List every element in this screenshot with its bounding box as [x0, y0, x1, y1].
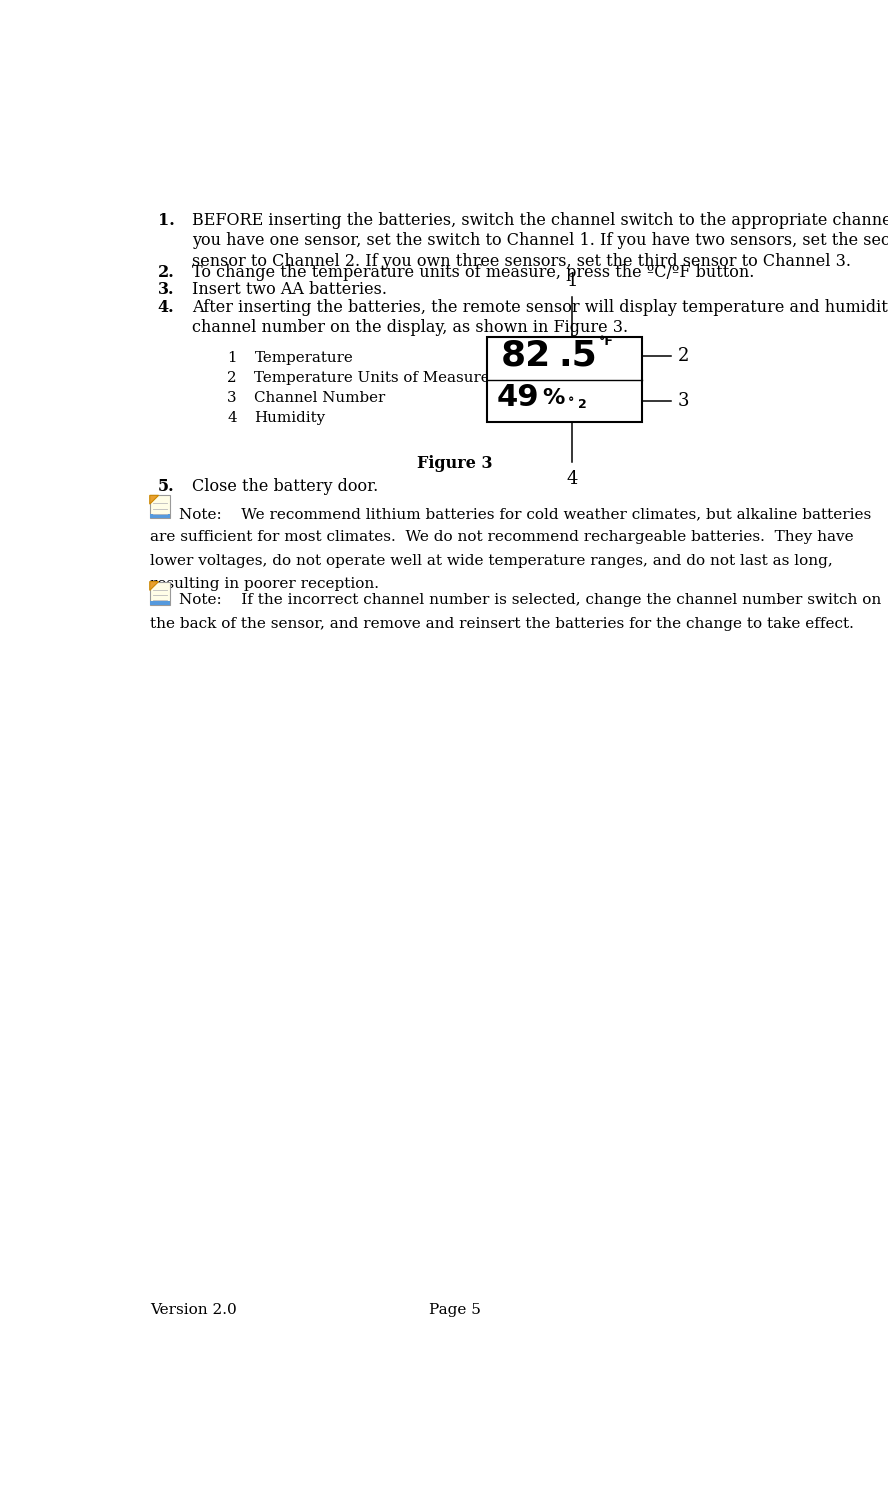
Text: 2.: 2.: [157, 263, 174, 280]
FancyBboxPatch shape: [150, 496, 170, 518]
Text: 2: 2: [227, 371, 237, 385]
Text: 49: 49: [496, 383, 539, 413]
Text: Channel Number: Channel Number: [254, 391, 385, 404]
Text: 5.: 5.: [157, 478, 174, 494]
Text: 2: 2: [678, 347, 689, 365]
FancyBboxPatch shape: [487, 337, 642, 422]
FancyBboxPatch shape: [150, 515, 170, 518]
Text: Page 5: Page 5: [429, 1302, 481, 1317]
Text: .5: .5: [559, 338, 597, 373]
Text: °: °: [568, 397, 575, 409]
Text: To change the temperature units of measure, press the ºC/ºF button.: To change the temperature units of measu…: [193, 263, 755, 280]
Text: BEFORE inserting the batteries, switch the channel switch to the appropriate cha: BEFORE inserting the batteries, switch t…: [193, 213, 888, 229]
Text: 3: 3: [678, 392, 689, 410]
Text: After inserting the batteries, the remote sensor will display temperature and hu: After inserting the batteries, the remot…: [193, 299, 888, 316]
Text: Note:    We recommend lithium batteries for cold weather climates, but alkaline : Note: We recommend lithium batteries for…: [179, 507, 871, 521]
Text: °F: °F: [599, 335, 614, 349]
Text: Insert two AA batteries.: Insert two AA batteries.: [193, 281, 387, 298]
Text: 2: 2: [577, 398, 586, 412]
Polygon shape: [150, 496, 159, 504]
Text: 3: 3: [227, 391, 237, 404]
Text: Version 2.0: Version 2.0: [150, 1302, 236, 1317]
Text: 82: 82: [501, 338, 551, 373]
Text: resulting in poorer reception.: resulting in poorer reception.: [150, 578, 379, 591]
Text: 4: 4: [567, 470, 578, 488]
Polygon shape: [150, 581, 159, 590]
Text: Note:    If the incorrect channel number is selected, change the channel number : Note: If the incorrect channel number is…: [179, 593, 882, 608]
Text: Humidity: Humidity: [254, 410, 326, 425]
Text: 1: 1: [227, 350, 237, 365]
Text: Temperature: Temperature: [254, 350, 353, 365]
FancyBboxPatch shape: [150, 581, 170, 605]
Text: 1: 1: [567, 272, 578, 290]
Text: 4.: 4.: [157, 299, 174, 316]
Text: %: %: [543, 388, 565, 409]
Text: lower voltages, do not operate well at wide temperature ranges, and do not last : lower voltages, do not operate well at w…: [150, 554, 832, 567]
Text: are sufficient for most climates.  We do not recommend rechargeable batteries.  : are sufficient for most climates. We do …: [150, 530, 853, 545]
Text: the back of the sensor, and remove and reinsert the batteries for the change to : the back of the sensor, and remove and r…: [150, 617, 853, 630]
Text: 3.: 3.: [157, 281, 174, 298]
Text: Close the battery door.: Close the battery door.: [193, 478, 378, 494]
Text: Figure 3: Figure 3: [417, 455, 493, 472]
Text: you have one sensor, set the switch to Channel 1. If you have two sensors, set t: you have one sensor, set the switch to C…: [193, 232, 888, 250]
Text: 4: 4: [227, 410, 237, 425]
FancyBboxPatch shape: [150, 600, 170, 605]
Text: sensor to Channel 2. If you own three sensors, set the third sensor to Channel 3: sensor to Channel 2. If you own three se…: [193, 253, 852, 269]
Text: Temperature Units of Measure: Temperature Units of Measure: [254, 371, 490, 385]
Text: 1.: 1.: [157, 213, 174, 229]
Text: channel number on the display, as shown in Figure 3.: channel number on the display, as shown …: [193, 319, 629, 337]
